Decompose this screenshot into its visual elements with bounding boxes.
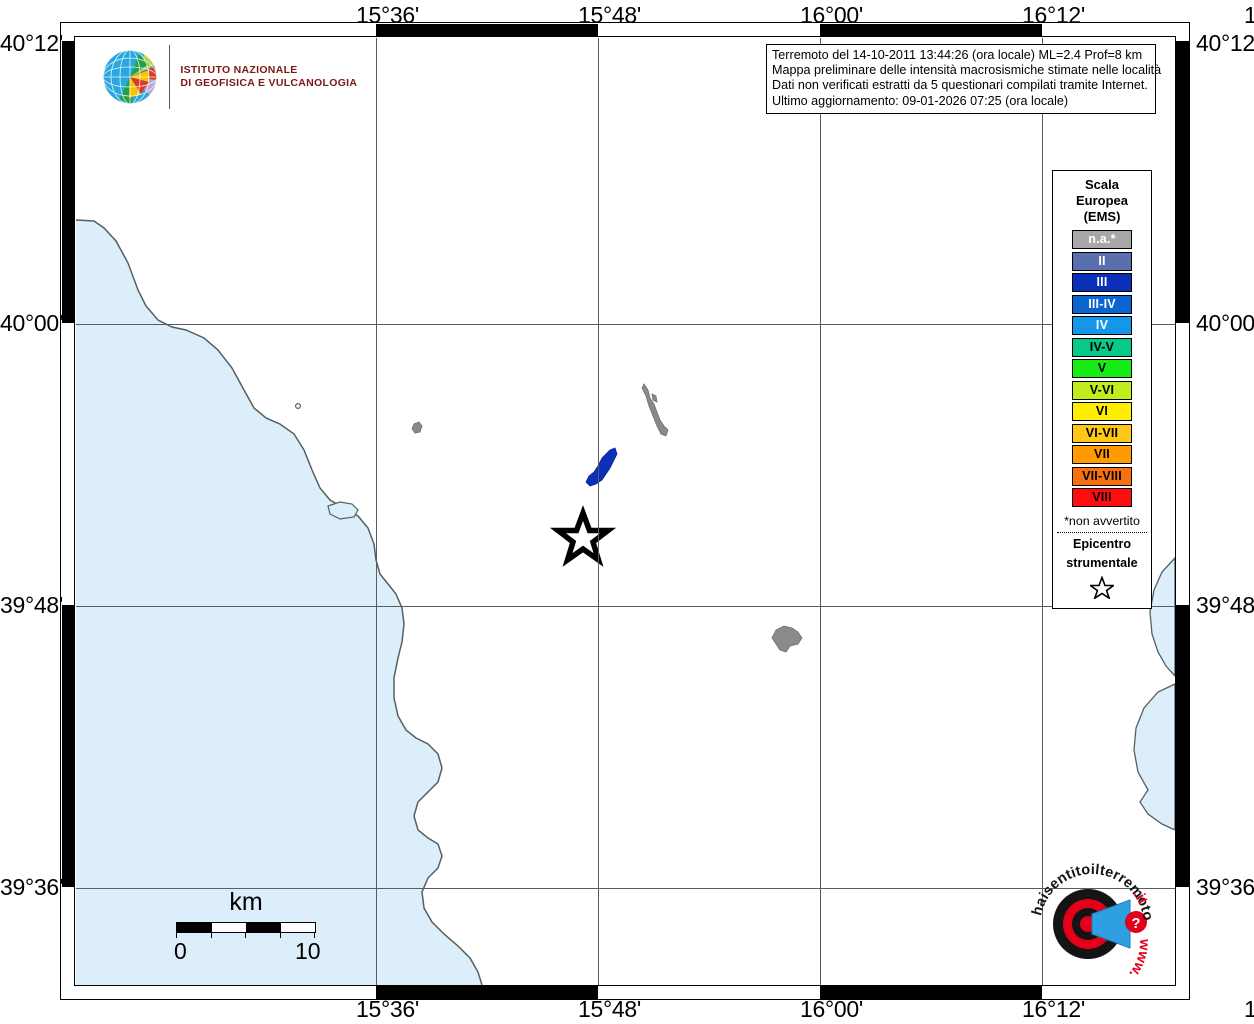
legend-swatch-vii-viii[interactable]: VII-VIII [1072, 466, 1132, 486]
legend-title-line1: Scala [1085, 177, 1119, 192]
legend-divider [1057, 532, 1147, 533]
gridline-lon-16-00 [819, 37, 821, 985]
axis-label-lat-left-3: 39°36' [0, 874, 63, 900]
gridline-lon-15-48 [597, 37, 599, 985]
map-geometry [75, 218, 1175, 985]
frame-checker-top-1 [375, 23, 598, 36]
axis-label-lon-bottom-0: 15°36' [356, 996, 419, 1022]
ingv-globe-icon [102, 49, 158, 105]
axis-label-lon-bottom-2: 16°00' [800, 996, 863, 1022]
ingv-logo-divider [169, 45, 171, 109]
info-line-updated: Ultimo aggiornamento: 09-01-2026 07:25 (… [772, 93, 1069, 108]
frame-checker-left-1 [61, 41, 74, 323]
legend-swatch-iii[interactable]: III [1072, 273, 1132, 292]
axis-label-lon-bottom-1: 15°48' [578, 996, 641, 1022]
scale-bar-graphic [176, 922, 316, 933]
axis-label-lat-left-2: 39°48' [0, 592, 63, 618]
frame-checker-bottom-1 [375, 986, 598, 999]
legend-epicenter-line2: strumentale [1066, 555, 1138, 570]
locality-island-iii [585, 446, 617, 486]
legend-swatch-iii-iv[interactable]: III-IV [1072, 294, 1132, 314]
scale-bar-max: 10 [295, 938, 321, 964]
map-frame-inner [74, 36, 1176, 986]
axis-label-lat-right-0: 40°12' [1196, 30, 1254, 56]
sea-polygon-west [75, 219, 482, 985]
gridline-lon-15-36 [375, 37, 377, 985]
info-line-data: Dati non verificati estratti da 5 questi… [772, 78, 1148, 93]
scale-bar-unit: km [229, 888, 263, 916]
frame-checker-top-2 [819, 23, 1042, 36]
hsit-logo-icon: ? haisentitoilterremoto .it www. [1029, 862, 1155, 981]
legend-swatch-v-vi[interactable]: V-VI [1072, 380, 1132, 400]
axis-label-lat-right-2: 39°48' [1196, 592, 1254, 618]
ingv-logo-line2: DI GEOFISICA E VULCANOLOGIA [180, 77, 358, 89]
sea-polygon-east [1148, 556, 1175, 677]
info-line-map: Mappa preliminare delle intensità macros… [772, 63, 1162, 78]
legend-swatch-vi[interactable]: VI [1072, 402, 1132, 421]
frame-checker-right-2 [1176, 605, 1189, 887]
scale-bar-ticks [176, 933, 316, 938]
axis-label-lon-bottom-3: 16°12' [1022, 996, 1085, 1022]
lagoon-small [326, 500, 359, 520]
scale-bar-labels: 0 10 [174, 938, 321, 964]
map-frame-outer [60, 22, 1190, 1000]
gridline-lat-40-00 [75, 323, 1175, 325]
legend-swatch-iv-v[interactable]: IV-V [1072, 337, 1132, 357]
legend-swatch-vi-vii[interactable]: VI-VII [1072, 423, 1132, 443]
epicenter-star [549, 504, 616, 567]
legend-title-line2: Europea [1075, 193, 1128, 208]
scale-bar-min: 0 [174, 938, 187, 964]
axis-label-lon-top-4: 16°24' [1244, 2, 1254, 28]
scale-bar: km 0 10 [174, 888, 321, 964]
legend-epicenter-line1: Epicentro [1072, 537, 1132, 551]
legend-swatch-vii[interactable]: VII [1072, 445, 1132, 464]
lake-east-lower [1132, 682, 1175, 831]
coast-islet-dot [294, 402, 301, 409]
ingv-logo-line1: ISTITUTO NAZIONALE [180, 64, 298, 76]
legend-epicenter-star-icon [1053, 574, 1151, 600]
legend-swatch-iv[interactable]: IV [1072, 316, 1132, 335]
axis-label-lat-right-1: 40°00' [1196, 310, 1254, 336]
legend-swatch-v[interactable]: V [1072, 359, 1132, 378]
event-info-box: Terremoto del 14-10-2011 13:44:26 (ora l… [766, 44, 1162, 114]
info-line-event: Terremoto del 14-10-2011 13:44:26 (ora l… [772, 48, 1143, 62]
map-canvas[interactable] [75, 37, 1175, 985]
coastline-west [75, 218, 483, 985]
ingv-logo: ISTITUTO NAZIONALE DI GEOFISICA E VULCAN… [99, 45, 357, 109]
legend-footnote: *non avvertito [1064, 514, 1140, 528]
legend-title-line3: (EMS) [1083, 209, 1121, 224]
axis-label-lat-left-0: 40°12' [0, 30, 63, 56]
axis-label-lat-right-3: 39°36' [1196, 874, 1254, 900]
frame-checker-left-2 [61, 605, 74, 887]
axis-label-lat-left-1: 40°00' [0, 310, 63, 336]
locality-islet-na-2 [411, 421, 422, 433]
legend-swatch-viii[interactable]: VIII [1072, 488, 1132, 507]
svg-text:?: ? [1131, 915, 1140, 932]
haisentitoilterremoto-logo[interactable]: ? haisentitoilterremoto .it www. [1026, 856, 1155, 984]
gridline-lat-39-36 [75, 887, 1175, 889]
gridline-lon-16-12 [1041, 37, 1043, 985]
intensity-legend: Scala Europea (EMS) n.a.* II III III-IV … [1052, 170, 1152, 609]
frame-checker-bottom-2 [819, 986, 1042, 999]
legend-swatch-na[interactable]: n.a.* [1072, 230, 1132, 249]
locality-island-na-3 [771, 625, 802, 652]
legend-swatch-list: n.a.* II III III-IV IV IV-V V V-VI VI VI… [1053, 230, 1151, 507]
locality-island-na-1 [641, 382, 668, 437]
axis-label-lon-bottom-4: 16°24' [1244, 996, 1254, 1022]
legend-swatch-ii[interactable]: II [1072, 251, 1132, 271]
gridline-lat-39-48 [75, 605, 1175, 607]
frame-checker-right-1 [1176, 41, 1189, 323]
